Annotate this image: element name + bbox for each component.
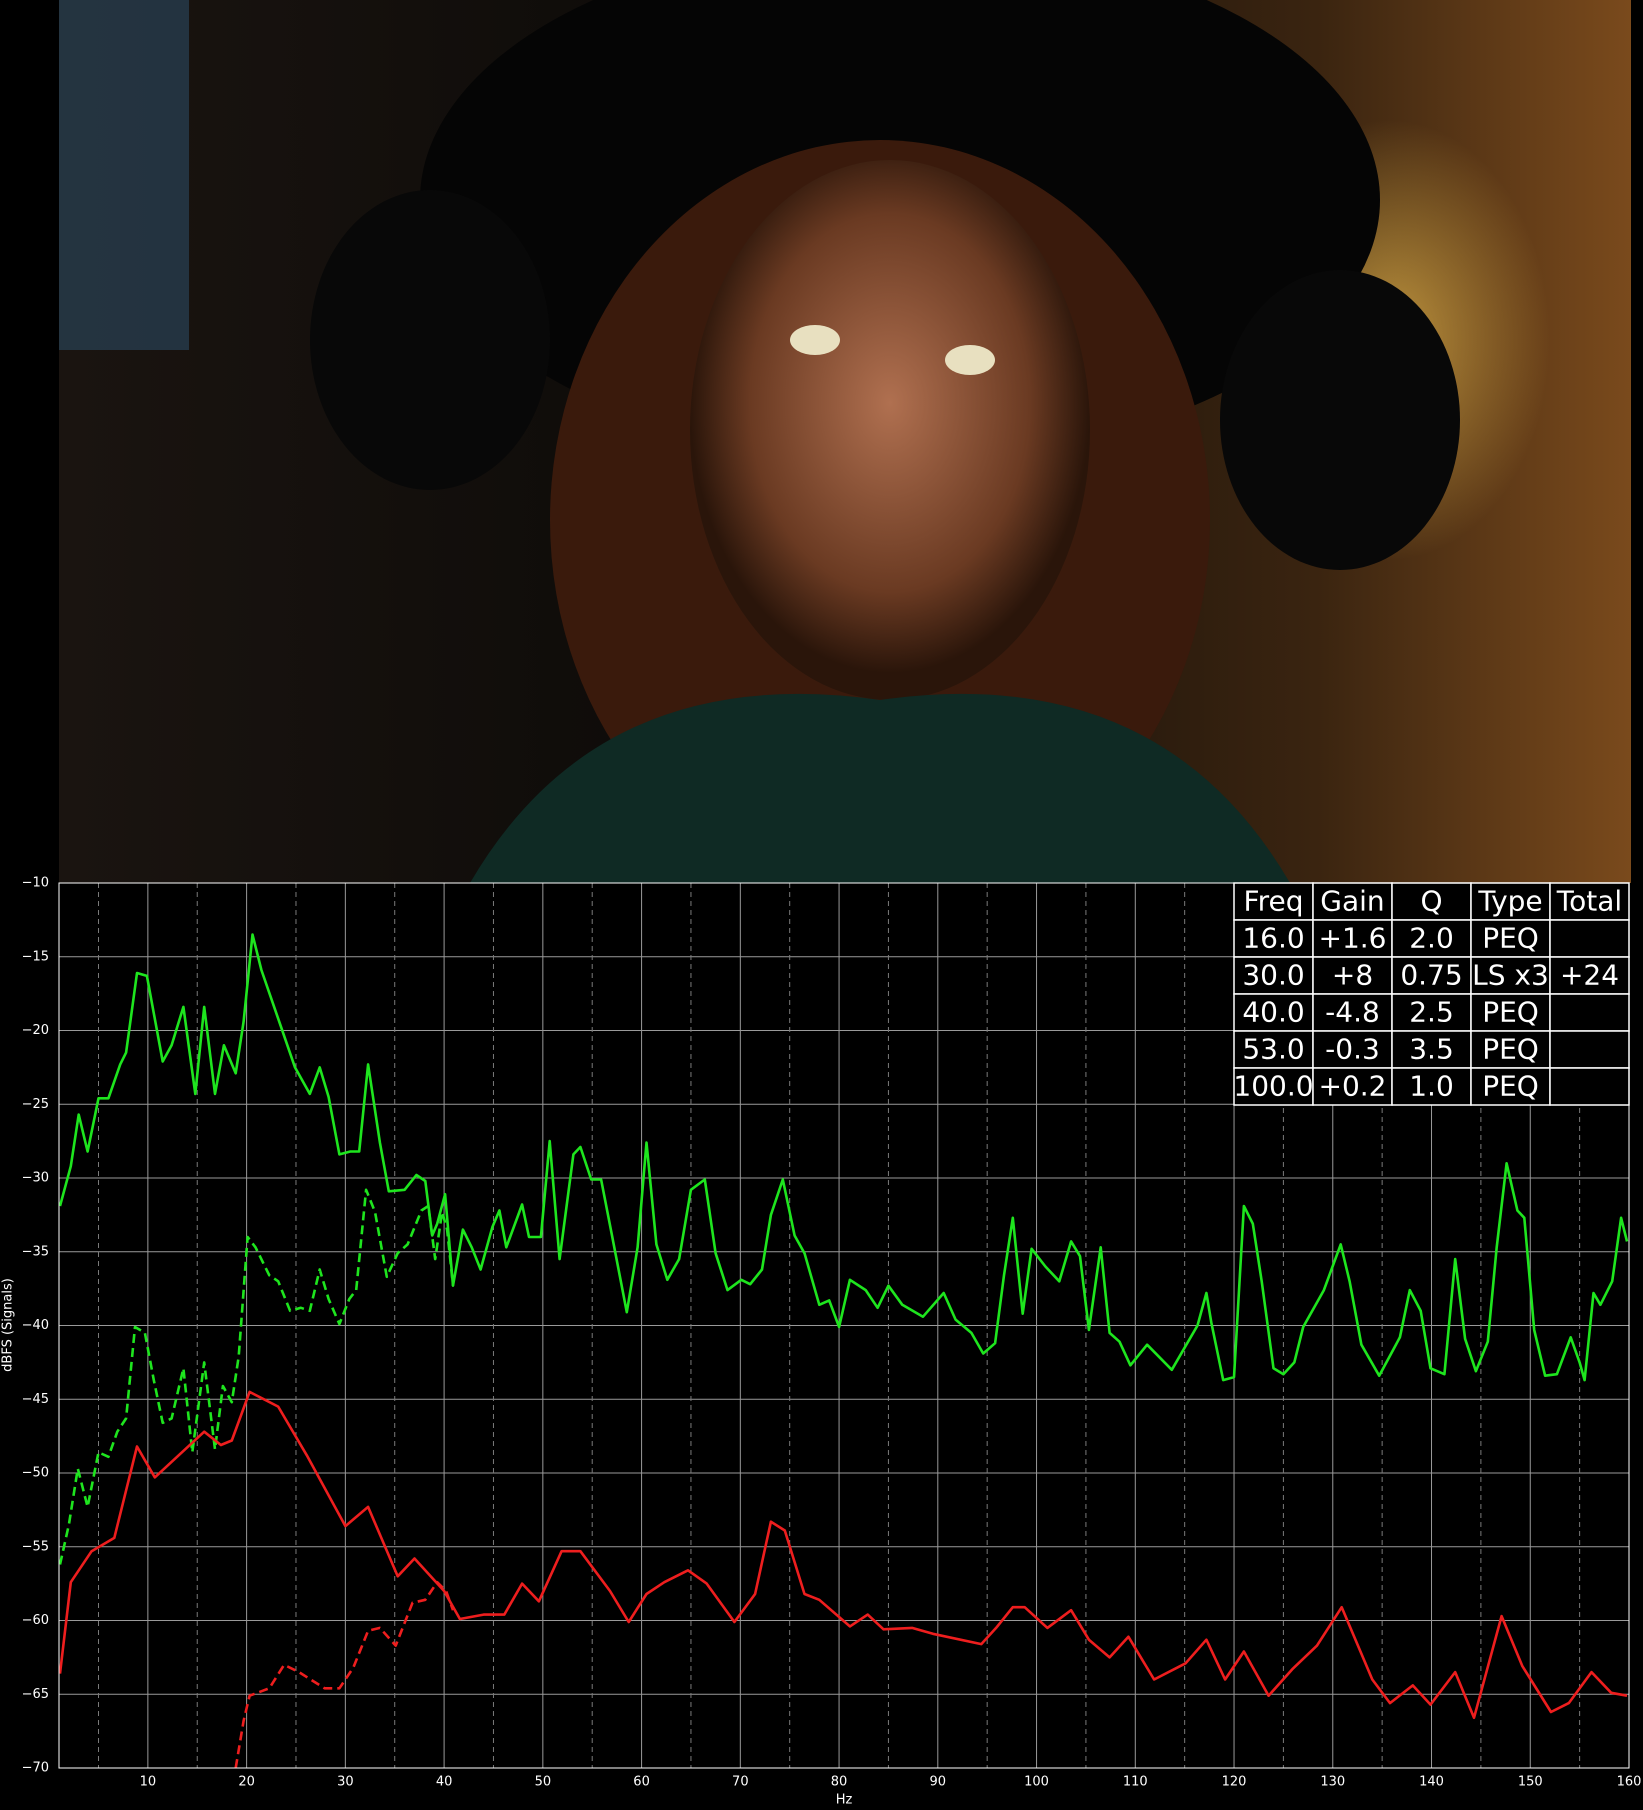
table-value: +0.2 bbox=[1319, 1070, 1387, 1103]
x-tick-label: 80 bbox=[831, 1775, 848, 1790]
table-cell bbox=[1391, 1030, 1472, 1069]
y-tick-label: −55 bbox=[22, 1539, 49, 1554]
table-header: Q bbox=[1420, 885, 1442, 918]
x-tick-label: 20 bbox=[238, 1775, 255, 1790]
table-value: +24 bbox=[1560, 959, 1619, 992]
x-tick-label: 130 bbox=[1320, 1775, 1345, 1790]
x-tick-label: 110 bbox=[1123, 1775, 1148, 1790]
y-tick-label: −15 bbox=[22, 949, 49, 964]
table-cell bbox=[1549, 993, 1630, 1032]
table-value: 100.0 bbox=[1233, 1070, 1313, 1103]
table-value: -4.8 bbox=[1325, 996, 1380, 1029]
x-tick-label: 90 bbox=[930, 1775, 947, 1790]
x-tick-label: 150 bbox=[1518, 1775, 1543, 1790]
table-header: Type bbox=[1477, 885, 1542, 918]
table-value: PEQ bbox=[1482, 1033, 1539, 1066]
y-tick-label: −40 bbox=[22, 1318, 49, 1333]
table-cell bbox=[1391, 1067, 1472, 1106]
lines bbox=[59, 933, 1629, 1768]
series-line bbox=[59, 1390, 1628, 1720]
table-header: Total bbox=[1556, 885, 1622, 918]
y-tick-label: −60 bbox=[22, 1613, 49, 1628]
table-cell bbox=[1391, 956, 1472, 995]
table-cell bbox=[1549, 919, 1630, 958]
table-header: Gain bbox=[1320, 885, 1384, 918]
table-value: 3.5 bbox=[1409, 1033, 1454, 1066]
table-cell bbox=[1549, 1030, 1630, 1069]
table-cell bbox=[1549, 1067, 1630, 1106]
table-value: +1.6 bbox=[1319, 922, 1387, 955]
x-tick-label: 160 bbox=[1617, 1775, 1642, 1790]
table-value: 0.75 bbox=[1400, 959, 1462, 992]
table-cell bbox=[1470, 1067, 1551, 1106]
table-value: 16.0 bbox=[1242, 922, 1304, 955]
table-cell bbox=[1312, 993, 1393, 1032]
table-value: -0.3 bbox=[1325, 1033, 1380, 1066]
table-cell bbox=[1312, 919, 1393, 958]
x-tick-label: 140 bbox=[1419, 1775, 1444, 1790]
y-tick-label: −25 bbox=[22, 1097, 49, 1112]
table: Freq Gain Q Type Total 16.0 +1.6 2.0 PEQ 30.0 +8 0.… bbox=[1233, 882, 1630, 1106]
table-value: 30.0 bbox=[1242, 959, 1304, 992]
plot-frame bbox=[58, 882, 1630, 1769]
x-tick-label: 100 bbox=[1024, 1775, 1049, 1790]
table-cell bbox=[1312, 1067, 1393, 1106]
x-tick-label: 30 bbox=[337, 1775, 354, 1790]
table-value: PEQ bbox=[1482, 996, 1539, 1029]
y-tick-label: −70 bbox=[22, 1761, 49, 1776]
x-tick-label: 40 bbox=[436, 1775, 453, 1790]
axes: −70 −65 −60 −55 −50 −45 −40 −35 −30 −25 −20 −15 −10 1… bbox=[22, 876, 1642, 1790]
table-value: 2.5 bbox=[1409, 996, 1454, 1029]
x-tick-label: 10 bbox=[140, 1775, 157, 1790]
y-tick-label: −10 bbox=[22, 876, 49, 891]
y-axis-label: dBFS (Signals) bbox=[1, 1278, 16, 1372]
table-cell bbox=[1391, 882, 1472, 921]
x-tick-label: 50 bbox=[535, 1775, 552, 1790]
table-cell bbox=[1391, 919, 1472, 958]
table-cell bbox=[1470, 882, 1551, 921]
y-tick-label: −65 bbox=[22, 1687, 49, 1702]
photo bbox=[59, 0, 1631, 900]
series-line bbox=[59, 933, 1629, 1382]
table-value: PEQ bbox=[1482, 922, 1539, 955]
table-value: PEQ bbox=[1482, 1070, 1539, 1103]
table-value: +8 bbox=[1332, 959, 1373, 992]
table-cell bbox=[1470, 993, 1551, 1032]
series-line bbox=[234, 1580, 455, 1768]
y-tick-label: −20 bbox=[22, 1023, 49, 1038]
table-value: LS x3 bbox=[1472, 959, 1549, 992]
table-value: 53.0 bbox=[1242, 1033, 1304, 1066]
y-tick-label: −50 bbox=[22, 1466, 49, 1481]
table-cell bbox=[1470, 919, 1551, 958]
y-tick-label: −35 bbox=[22, 1244, 49, 1259]
table-cell bbox=[1233, 1067, 1314, 1106]
table-value: 2.0 bbox=[1409, 922, 1454, 955]
x-tick-label: 120 bbox=[1222, 1775, 1247, 1790]
y-tick-label: −30 bbox=[22, 1171, 49, 1186]
y-tick-label: −45 bbox=[22, 1392, 49, 1407]
table-header: Freq bbox=[1244, 885, 1304, 918]
table-value: 1.0 bbox=[1409, 1070, 1454, 1103]
x-tick-label: 60 bbox=[633, 1775, 650, 1790]
x-axis-label: Hz bbox=[836, 1793, 853, 1808]
x-tick-label: 70 bbox=[732, 1775, 749, 1790]
table-cell bbox=[1391, 993, 1472, 1032]
series-line bbox=[59, 1188, 455, 1565]
table-value: 40.0 bbox=[1242, 996, 1304, 1029]
